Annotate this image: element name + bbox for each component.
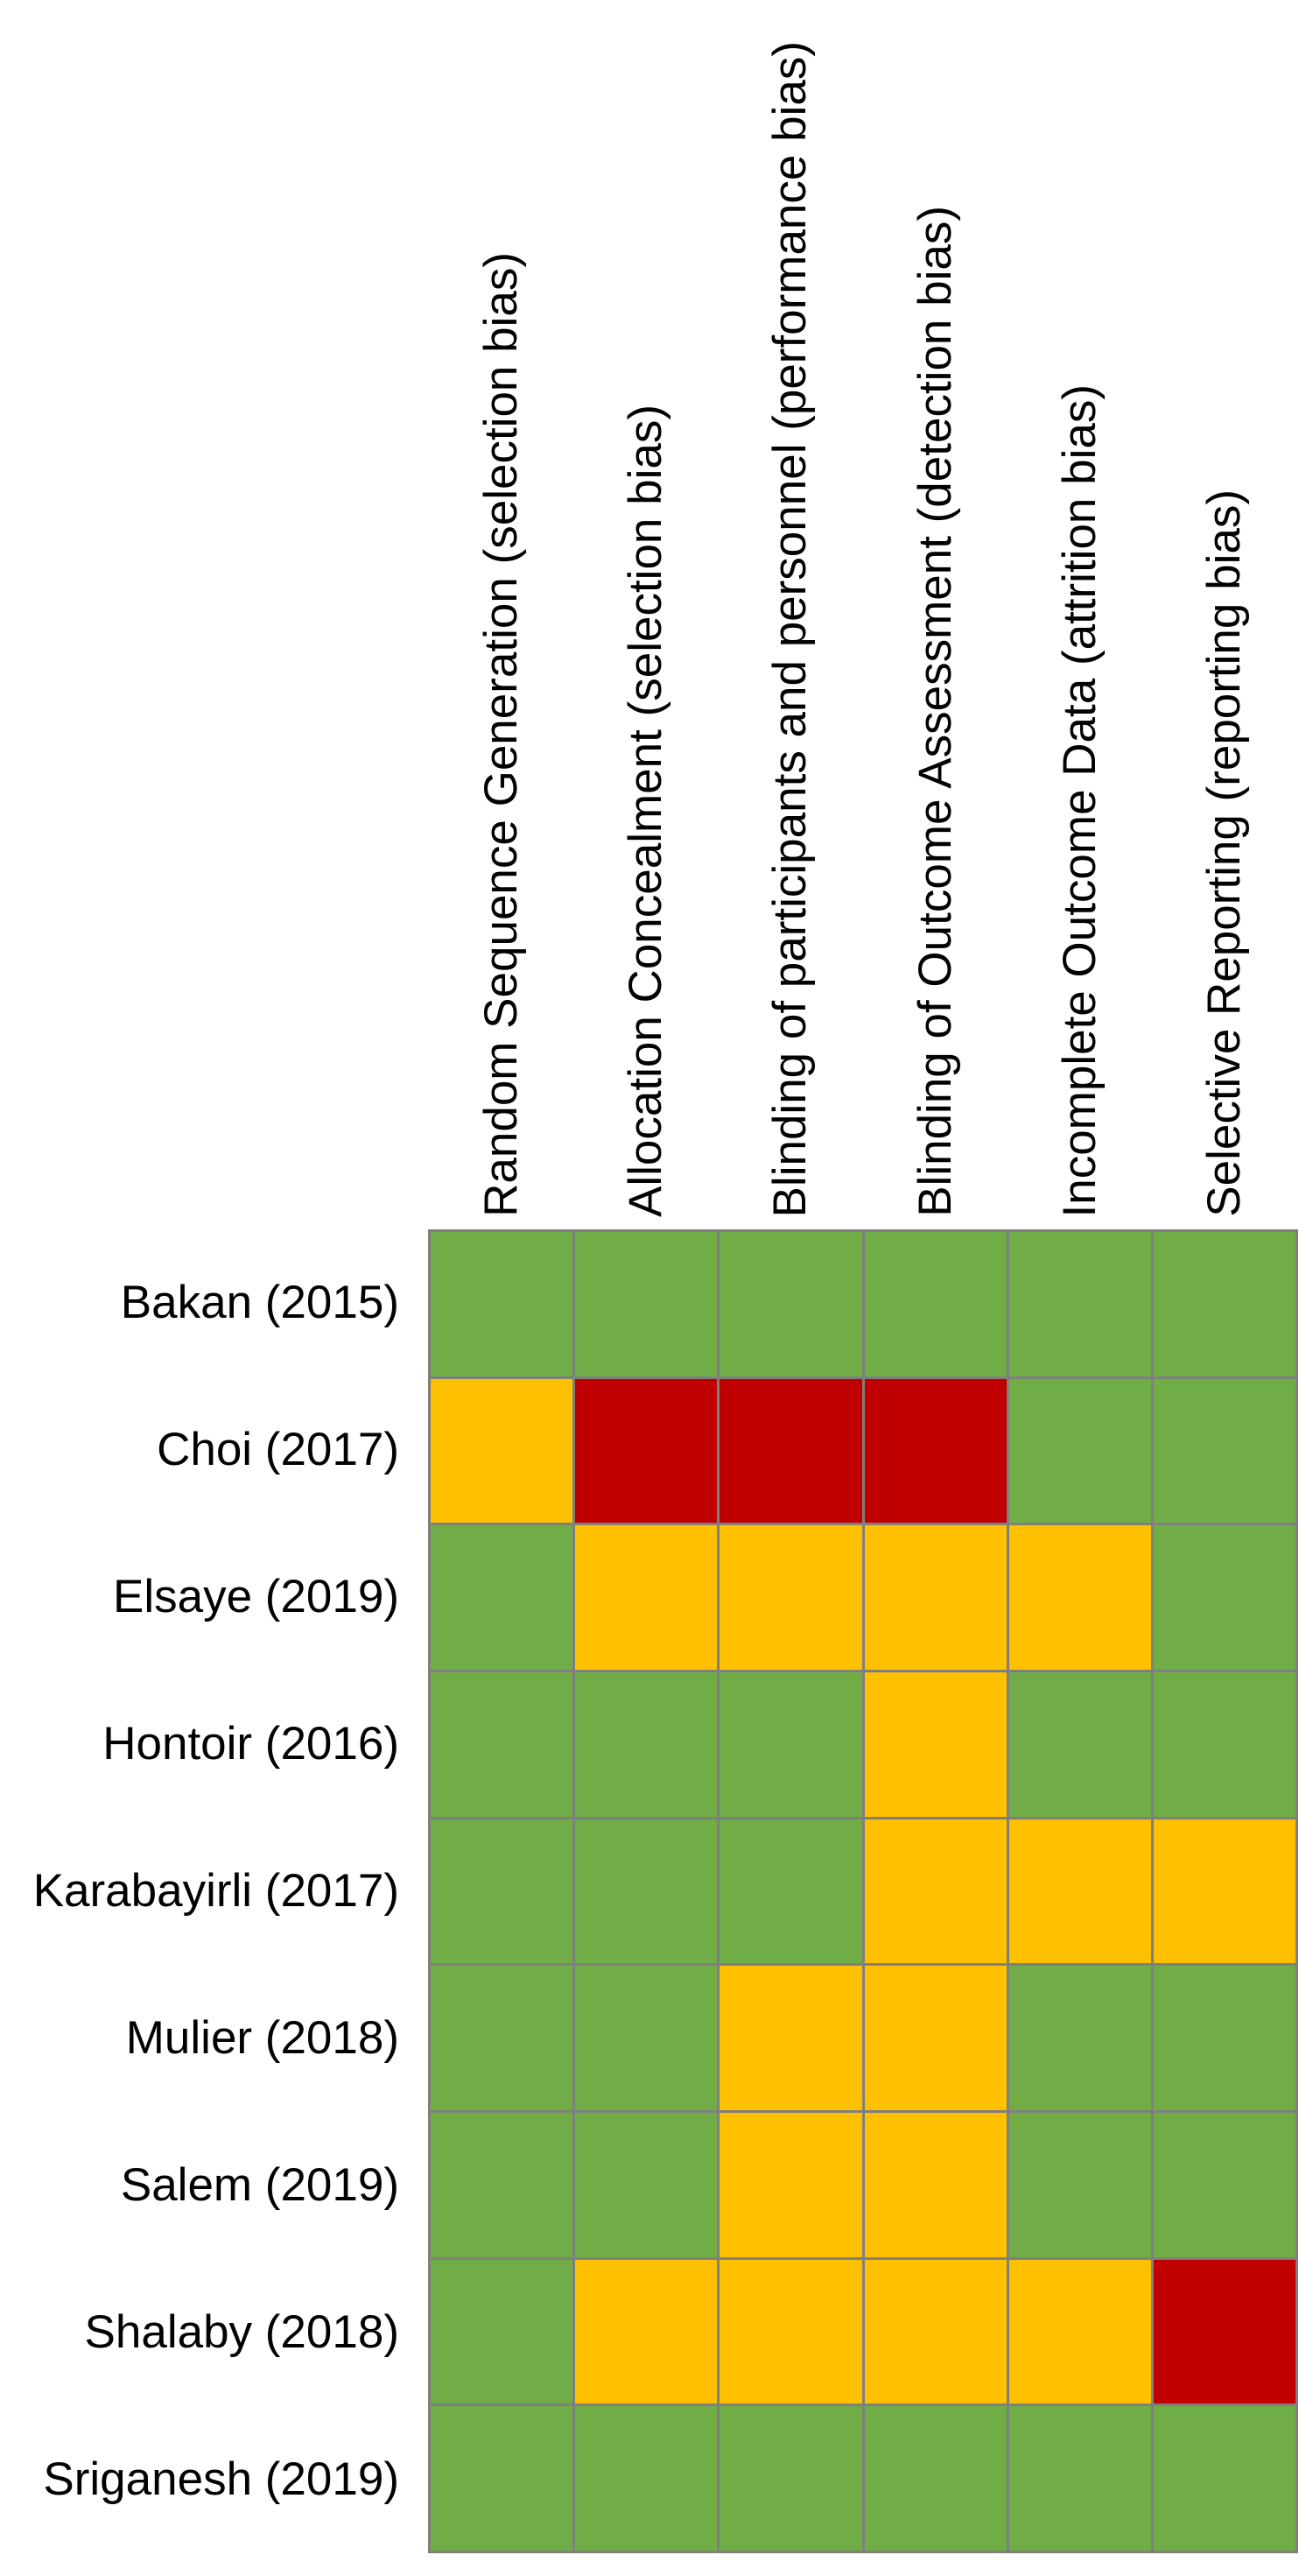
- risk-cell: [864, 1378, 1007, 1524]
- risk-cell: [1153, 2259, 1295, 2404]
- risk-cell: [1008, 2259, 1151, 2404]
- risk-cell: [431, 1819, 573, 1964]
- risk-matrix: [428, 1229, 1298, 2553]
- risk-cell: [575, 1525, 718, 1670]
- row-label: Shalaby (2018): [84, 2305, 399, 2358]
- risk-cell: [720, 2259, 862, 2404]
- risk-cell: [720, 2113, 862, 2257]
- risk-cell: [1153, 1232, 1295, 1376]
- risk-cell: [1153, 1966, 1295, 2110]
- risk-cell: [431, 1966, 573, 2110]
- row-label: Hontoir (2016): [102, 1717, 399, 1770]
- row-label: Bakan (2015): [120, 1276, 399, 1328]
- risk-cell: [575, 1672, 718, 1817]
- column-header: Blinding of Outcome Assessment (detectio…: [909, 206, 961, 1217]
- risk-cell: [1008, 2113, 1151, 2257]
- row-label: Sriganesh (2019): [43, 2453, 399, 2505]
- risk-cell: [575, 1819, 718, 1964]
- column-header: Allocation Concealment (selection bias): [620, 405, 672, 1217]
- risk-cell: [1008, 1819, 1151, 1964]
- row-labels: Bakan (2015) Choi (2017) Elsaye (2019) Hont…: [0, 1229, 399, 2553]
- risk-cell: [864, 1232, 1007, 1376]
- risk-cell: [1153, 1672, 1295, 1817]
- risk-cell: [1153, 1525, 1295, 1670]
- risk-cell: [575, 1966, 718, 2110]
- risk-cell: [575, 1232, 718, 1376]
- risk-cell: [1153, 1819, 1295, 1964]
- column-header: Selective Reporting (reporting bias): [1197, 489, 1250, 1217]
- row-label: Karabayirli (2017): [32, 1864, 399, 1917]
- column-header: Incomplete Outcome Data (attrition bias): [1053, 384, 1106, 1217]
- risk-cell: [1008, 2406, 1151, 2551]
- risk-cell: [431, 2259, 573, 2404]
- risk-cell: [1153, 2113, 1295, 2257]
- risk-cell: [720, 1819, 862, 1964]
- risk-cell: [720, 1525, 862, 1670]
- risk-cell: [575, 1378, 718, 1524]
- risk-cell: [864, 2406, 1007, 2551]
- risk-cell: [864, 2259, 1007, 2404]
- risk-cell: [1153, 2406, 1295, 2551]
- risk-cell: [720, 1672, 862, 1817]
- risk-cell: [431, 1672, 573, 1817]
- risk-cell: [1008, 1966, 1151, 2110]
- risk-cell: [864, 1672, 1007, 1817]
- risk-cell: [720, 1966, 862, 2110]
- risk-cell: [1153, 1378, 1295, 1524]
- column-header: Random Sequence Generation (selection bi…: [475, 252, 528, 1217]
- risk-cell: [720, 1378, 862, 1524]
- risk-cell: [431, 2406, 573, 2551]
- risk-cell: [864, 2113, 1007, 2257]
- risk-cell: [431, 1378, 573, 1524]
- risk-cell: [864, 1966, 1007, 2110]
- risk-cell: [431, 2113, 573, 2257]
- risk-cell: [575, 2259, 718, 2404]
- row-label: Salem (2019): [120, 2158, 399, 2211]
- risk-cell: [1008, 1232, 1151, 1376]
- risk-cell: [575, 2406, 718, 2551]
- risk-cell: [864, 1819, 1007, 1964]
- risk-cell: [1008, 1525, 1151, 1670]
- risk-cell: [720, 1232, 862, 1376]
- risk-cell: [1008, 1672, 1151, 1817]
- row-label: Choi (2017): [157, 1423, 399, 1475]
- row-label: Mulier (2018): [125, 2011, 399, 2064]
- risk-cell: [720, 2406, 862, 2551]
- risk-cell: [431, 1232, 573, 1376]
- risk-cell: [575, 2113, 718, 2257]
- risk-cell: [431, 1525, 573, 1670]
- risk-cell: [1008, 1378, 1151, 1524]
- risk-cell: [864, 1525, 1007, 1670]
- column-header: Blinding of participants and personnel (…: [764, 40, 817, 1217]
- row-label: Elsaye (2019): [112, 1570, 399, 1622]
